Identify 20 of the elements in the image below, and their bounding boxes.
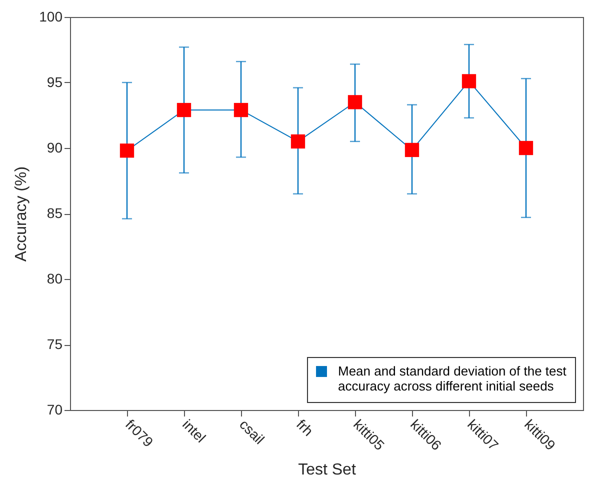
point	[348, 95, 362, 110]
point	[234, 102, 248, 118]
point	[120, 144, 134, 158]
y-tick-label: 75	[46, 336, 63, 352]
point	[404, 142, 420, 158]
y-tick-label: 85	[46, 205, 63, 221]
point	[176, 102, 192, 118]
legend-label: Mean and standard deviation of the test accuracy across different initial seeds	[338, 364, 567, 394]
point	[518, 140, 534, 156]
y-tick-label: 80	[46, 270, 63, 286]
y-tick-label: 90	[46, 140, 63, 156]
y-tick-label: 70	[46, 402, 63, 418]
point	[462, 74, 476, 88]
point	[290, 134, 306, 149]
y-tick-label: 95	[46, 74, 63, 90]
x-tick-label: frh	[294, 416, 316, 440]
y-axis-title: Accuracy (%)	[13, 166, 30, 262]
x-tick-label: csail	[236, 416, 268, 448]
y-tick-label: 100	[39, 8, 63, 24]
x-axis-title: Test Set	[298, 461, 356, 478]
